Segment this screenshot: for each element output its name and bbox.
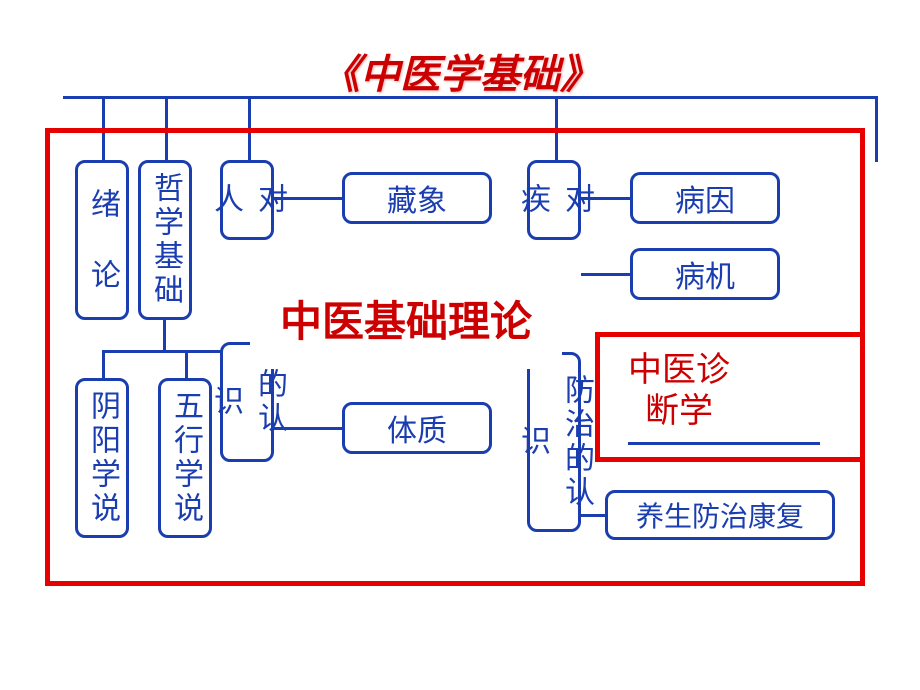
box-zhexue: 哲学基础 (138, 160, 192, 320)
box-bingji: 病机 (630, 248, 780, 300)
line (875, 96, 878, 162)
underline (628, 442, 820, 445)
line (581, 514, 605, 517)
line (274, 197, 342, 200)
box-yinyang: 阴阳学说 (75, 378, 129, 538)
page-title: 《中医学基础》 (320, 42, 600, 100)
box-tizhi: 体质 (342, 402, 492, 454)
box-yangsheng: 养生防治康复 (605, 490, 835, 540)
line (274, 427, 342, 430)
box-zangxiang: 藏象 (342, 172, 492, 224)
line (63, 96, 877, 99)
line (102, 350, 222, 353)
box-wuxing: 五行学说 (158, 378, 212, 538)
box-duij: 对疾 (527, 160, 581, 240)
line (581, 273, 630, 276)
red-sub-text: 中医诊 断学 (628, 350, 730, 432)
box-duiren: 对人 (220, 160, 274, 240)
line (163, 320, 166, 350)
line (185, 350, 188, 380)
overlay-center-text: 中医基础理论 (250, 268, 562, 369)
box-fangzhi: 防治的认识 (527, 352, 581, 532)
line (581, 197, 630, 200)
line (102, 350, 105, 380)
box-xulun: 绪 论 (75, 160, 129, 320)
box-bingyin: 病因 (630, 172, 780, 224)
diagram-canvas: 《中医学基础》 绪 论 哲学基础 对人 的认识 藏象 体质 对疾 防治的认识 病… (0, 0, 920, 690)
